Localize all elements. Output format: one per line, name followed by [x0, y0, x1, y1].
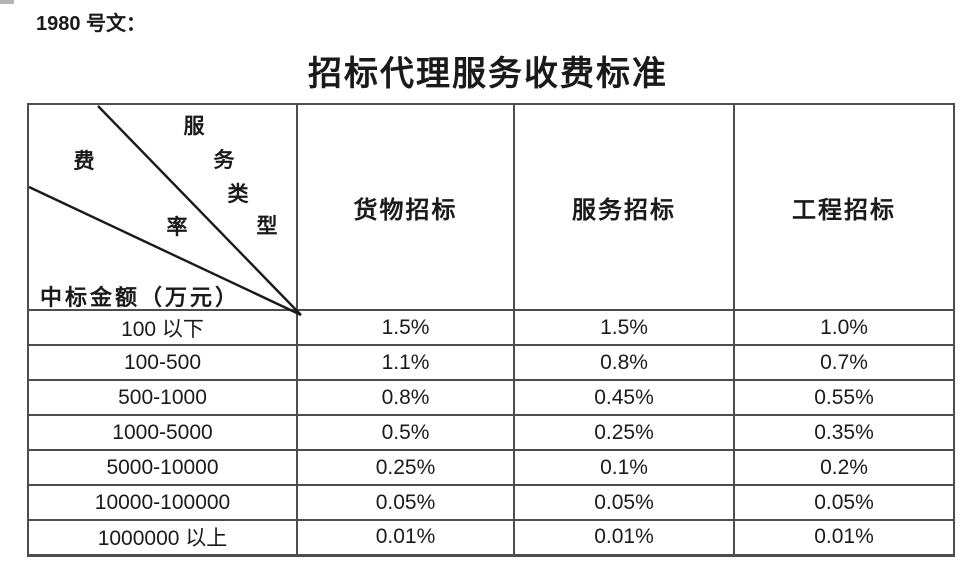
works-rate-cell: 0.01%: [733, 519, 955, 557]
goods-rate-cell: 0.05%: [296, 484, 515, 521]
services-rate-cell: 0.8%: [513, 344, 735, 381]
corner-service-type-char: 服: [183, 114, 205, 138]
fee-standard-table: 服 务 类 型 费 率 中标金额（万元） 货物招标 服务招标 工程招标 100 …: [27, 103, 955, 557]
corner-rate-char: 率: [166, 215, 188, 239]
goods-rate-cell: 0.8%: [296, 379, 515, 416]
table-row: 10000-100000 0.05% 0.05% 0.05%: [27, 484, 955, 521]
corner-rate-char: 费: [73, 149, 95, 173]
goods-rate-cell: 1.5%: [296, 309, 515, 346]
works-rate-cell: 0.05%: [733, 484, 955, 521]
table-row: 1000-5000 0.5% 0.25% 0.35%: [27, 414, 955, 451]
table-row: 100-500 1.1% 0.8% 0.7%: [27, 344, 955, 381]
corner-service-type-char: 务: [213, 148, 235, 172]
goods-rate-cell: 0.5%: [296, 414, 515, 451]
services-rate-cell: 0.1%: [513, 449, 735, 486]
amount-range-cell: 500-1000: [27, 379, 298, 416]
table-row: 500-1000 0.8% 0.45% 0.55%: [27, 379, 955, 416]
document-ref-number: 1980 号文：: [36, 13, 147, 35]
amount-range-cell: 1000-5000: [27, 414, 298, 451]
table-row: 100 以下 1.5% 1.5% 1.0%: [27, 309, 955, 346]
page-title: 招标代理服务收费标准: [308, 56, 668, 93]
services-rate-cell: 0.25%: [513, 414, 735, 451]
works-rate-cell: 0.2%: [733, 449, 955, 486]
corner-cell-inner: 服 务 类 型 费 率 中标金额（万元）: [28, 105, 302, 317]
page-edge-artifact: [0, 0, 14, 4]
works-rate-cell: 0.55%: [733, 379, 955, 416]
works-rate-cell: 1.0%: [733, 309, 955, 346]
corner-service-type-char: 类: [227, 182, 249, 206]
table-corner-cell: 服 务 类 型 费 率 中标金额（万元）: [27, 103, 302, 317]
amount-range-cell: 1000000 以上: [27, 519, 298, 557]
services-rate-cell: 1.5%: [513, 309, 735, 346]
table-header-row: 服 务 类 型 费 率 中标金额（万元） 货物招标 服务招标 工程招标: [27, 103, 955, 317]
amount-range-cell: 100 以下: [27, 309, 298, 346]
works-rate-cell: 0.35%: [733, 414, 955, 451]
diagonal-line-upper: [97, 105, 302, 316]
amount-range-cell: 100-500: [27, 344, 298, 381]
table-row: 5000-10000 0.25% 0.1% 0.2%: [27, 449, 955, 486]
corner-amount-axis-label: 中标金额（万元）: [40, 285, 241, 310]
goods-rate-cell: 0.25%: [296, 449, 515, 486]
goods-rate-cell: 1.1%: [296, 344, 515, 381]
diagonal-line-lower: [28, 185, 302, 317]
diagonal-divider: [28, 105, 302, 317]
amount-range-cell: 10000-100000: [27, 484, 298, 521]
amount-range-cell: 5000-10000: [27, 449, 298, 486]
goods-rate-cell: 0.01%: [296, 519, 515, 557]
table-row: 1000000 以上 0.01% 0.01% 0.01%: [27, 519, 955, 557]
column-header-goods: 货物招标: [296, 103, 515, 311]
column-header-services: 服务招标: [513, 103, 735, 311]
column-header-works: 工程招标: [733, 103, 955, 311]
corner-service-type-char: 型: [256, 214, 278, 238]
services-rate-cell: 0.45%: [513, 379, 735, 416]
works-rate-cell: 0.7%: [733, 344, 955, 381]
services-rate-cell: 0.01%: [513, 519, 735, 557]
services-rate-cell: 0.05%: [513, 484, 735, 521]
